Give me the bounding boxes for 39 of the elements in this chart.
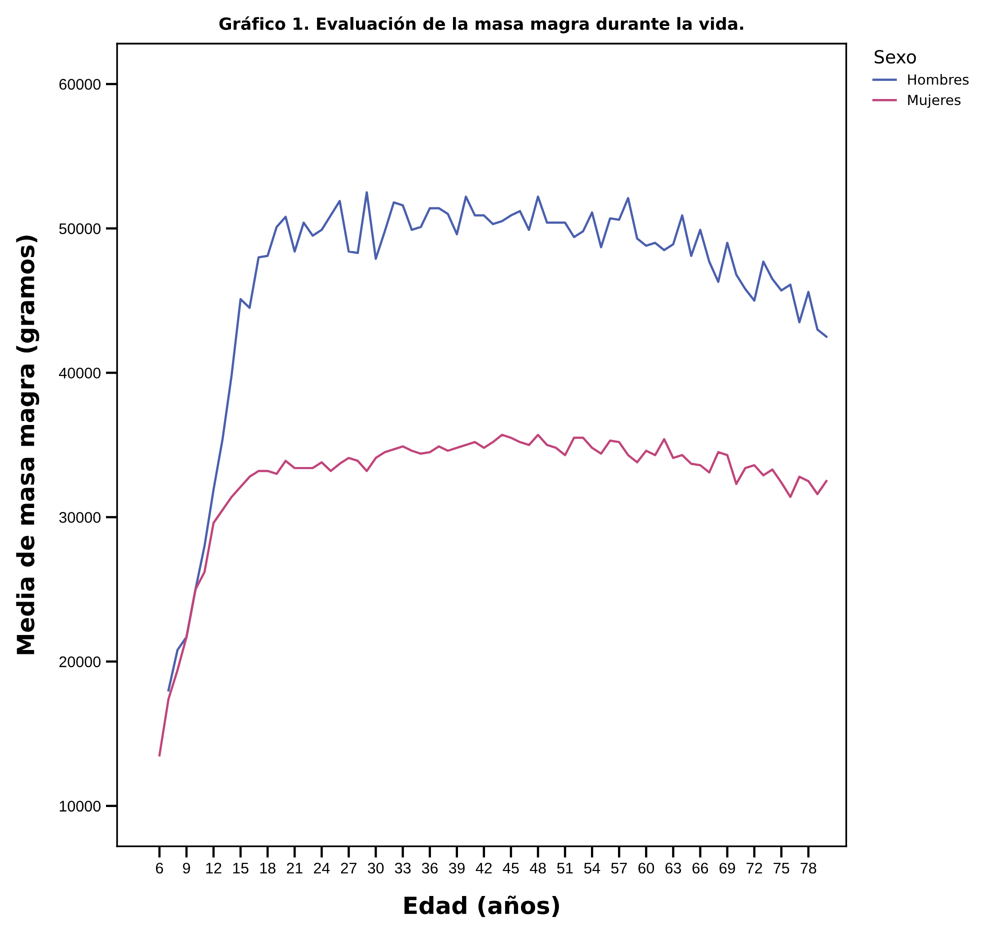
x-tick-label: 18 <box>260 862 276 874</box>
x-tick-label: 66 <box>692 862 708 874</box>
x-tick-label: 75 <box>774 862 790 874</box>
line-series <box>158 434 828 756</box>
legend-title: Sexo <box>874 50 916 64</box>
x-tick-label: 72 <box>746 862 762 874</box>
line-series <box>167 191 828 692</box>
x-tick-label: 57 <box>611 862 627 874</box>
y-tick-label: 20000 <box>59 656 101 668</box>
legend-label: Hombres <box>908 74 969 85</box>
x-tick-label: 12 <box>206 862 222 874</box>
x-tick-label: 63 <box>665 862 682 874</box>
x-tick-label: 21 <box>286 862 302 874</box>
x-tick-label: 51 <box>557 862 573 874</box>
x-tick-label: 48 <box>530 862 546 874</box>
y-tick-label: 40000 <box>58 368 101 378</box>
x-tick-label: 24 <box>314 862 330 874</box>
x-tick-label: 69 <box>720 862 736 874</box>
y-tick-label: 30000 <box>59 512 101 523</box>
x-tick-label: 54 <box>584 862 600 874</box>
y-tick-label: 60000 <box>59 78 101 90</box>
x-axis-title: Edad (años) <box>404 896 559 918</box>
y-tick-label: 10000 <box>60 800 101 812</box>
x-tick-label: 27 <box>341 862 356 874</box>
x-tick-label: 42 <box>476 862 492 874</box>
x-tick-label: 39 <box>448 862 465 874</box>
x-tick-label: 6 <box>156 862 164 874</box>
legend-label: Mujeres <box>908 94 961 108</box>
x-tick-label: 45 <box>502 862 519 874</box>
x-tick-label: 9 <box>182 862 190 874</box>
y-tick-label: 50000 <box>59 223 101 234</box>
y-axis-title: Media de masa magra (gramos) <box>16 236 40 654</box>
x-tick-label: 15 <box>233 862 248 874</box>
x-tick-label: 78 <box>800 862 816 874</box>
x-tick-label: 60 <box>638 862 654 874</box>
x-tick-label: 30 <box>368 862 384 874</box>
x-tick-label: 33 <box>394 862 411 874</box>
chart-title: Gráfico 1. Evaluación de la masa magra durante la vida. <box>219 16 744 34</box>
x-tick-label: 36 <box>422 862 438 874</box>
